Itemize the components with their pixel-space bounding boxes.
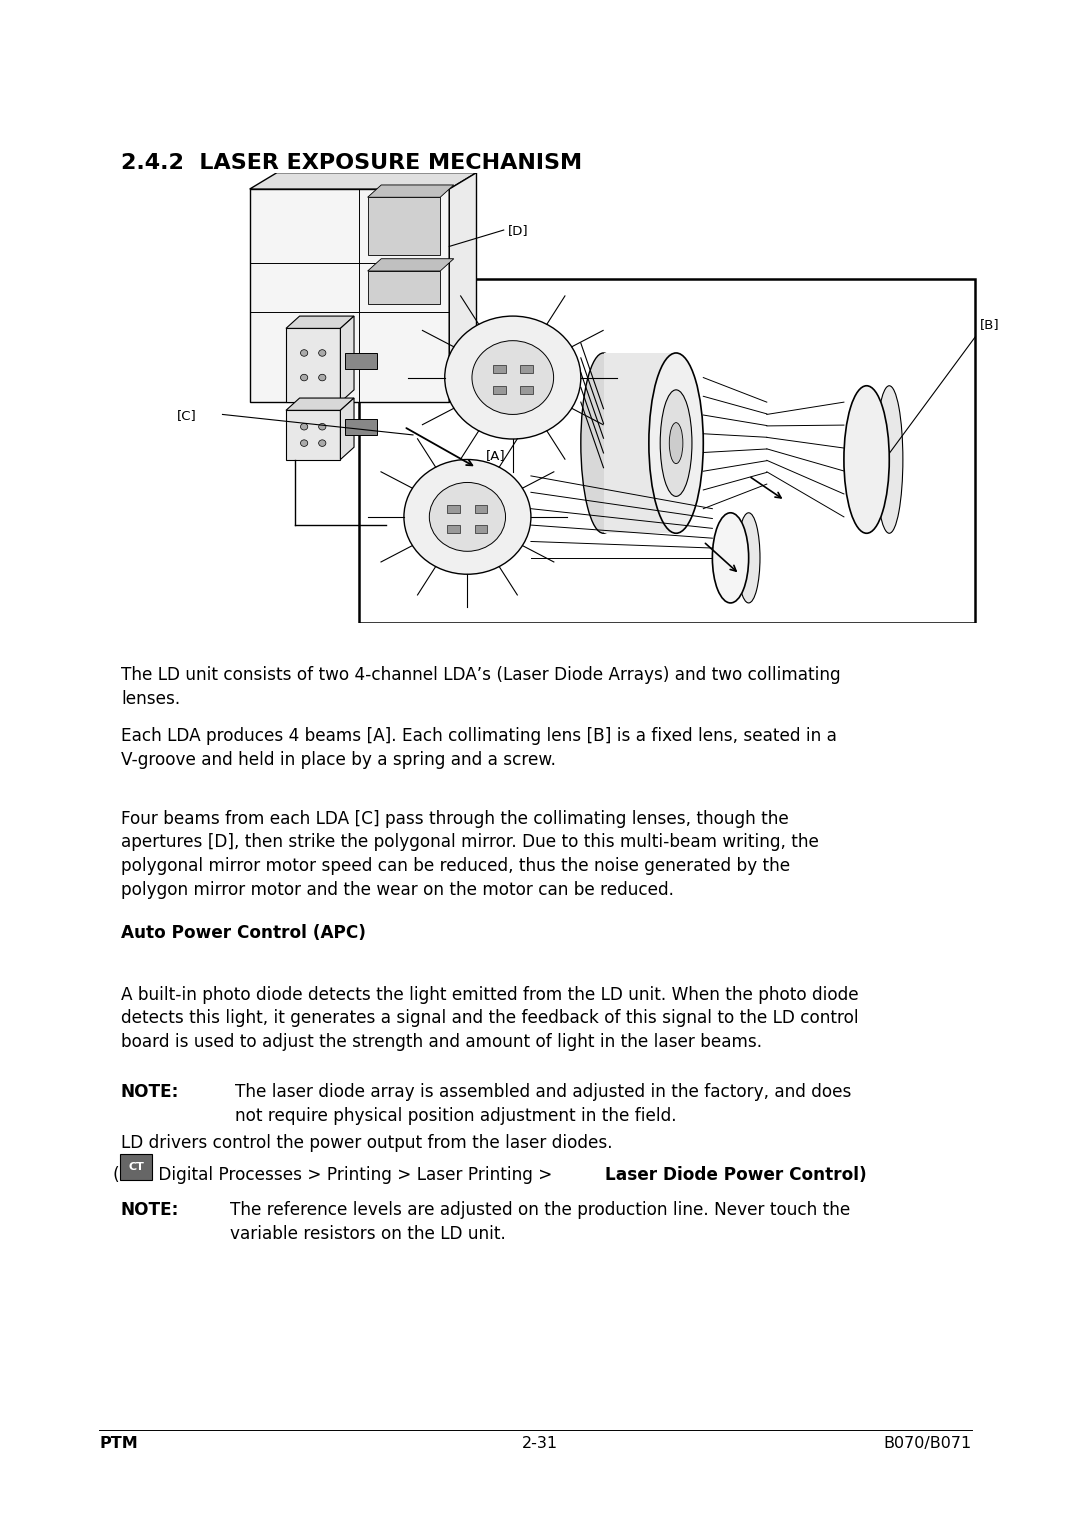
Polygon shape [604,353,676,533]
Polygon shape [367,197,441,255]
Text: Four beams from each LDA [C] pass through the collimating lenses, though the
ape: Four beams from each LDA [C] pass throug… [121,810,819,898]
Bar [492,385,505,394]
Polygon shape [449,173,476,402]
Ellipse shape [876,385,903,533]
Text: The laser diode array is assembled and adjusted in the factory, and does
not req: The laser diode array is assembled and a… [235,1083,852,1125]
Text: B070/B071: B070/B071 [883,1436,972,1452]
Circle shape [319,350,326,356]
Ellipse shape [843,385,889,533]
Polygon shape [340,316,354,402]
Text: 2-31: 2-31 [522,1436,558,1452]
Circle shape [319,440,326,446]
Circle shape [472,341,554,414]
Text: The LD unit consists of two 4-channel LDA’s (Laser Diode Arrays) and two collima: The LD unit consists of two 4-channel LD… [121,666,840,707]
Text: Laser Diode Power Control): Laser Diode Power Control) [605,1166,866,1184]
Polygon shape [345,353,377,370]
Circle shape [300,350,308,356]
Polygon shape [345,419,377,435]
Circle shape [300,374,308,380]
Polygon shape [367,258,454,270]
Text: [A]: [A] [486,449,505,463]
Circle shape [319,374,326,380]
Polygon shape [286,329,340,402]
Circle shape [300,440,308,446]
Text: Digital Processes > Printing > Laser Printing >: Digital Processes > Printing > Laser Pri… [153,1166,558,1184]
Bar [475,526,487,533]
Circle shape [300,423,308,429]
Text: 2.4.2  LASER EXPOSURE MECHANISM: 2.4.2 LASER EXPOSURE MECHANISM [121,153,582,173]
Polygon shape [367,270,441,304]
Text: A built-in photo diode detects the light emitted from the LD unit. When the phot: A built-in photo diode detects the light… [121,986,859,1051]
Polygon shape [286,316,354,329]
Text: CT: CT [129,1161,144,1172]
Ellipse shape [660,390,692,497]
Text: NOTE:: NOTE: [121,1083,179,1102]
Text: NOTE:: NOTE: [121,1201,179,1219]
Polygon shape [286,411,340,460]
Text: (: ( [112,1166,119,1184]
Bar [447,504,460,513]
Bar [475,504,487,513]
Bar [359,280,975,623]
Polygon shape [249,189,449,402]
Polygon shape [286,399,354,411]
Bar [447,526,460,533]
Polygon shape [367,185,454,197]
Ellipse shape [581,353,626,533]
Bar [492,365,505,373]
Polygon shape [340,399,354,460]
Text: [B]: [B] [980,318,1000,332]
Circle shape [319,423,326,429]
Ellipse shape [713,513,748,604]
Text: [D]: [D] [509,225,529,237]
FancyBboxPatch shape [120,1154,152,1180]
Ellipse shape [738,513,760,604]
Text: The reference levels are adjusted on the production line. Never touch the
variab: The reference levels are adjusted on the… [230,1201,850,1242]
Circle shape [430,483,505,552]
Polygon shape [249,173,476,189]
Text: [C]: [C] [177,408,197,422]
Text: Auto Power Control (APC): Auto Power Control (APC) [121,924,366,943]
Text: Each LDA produces 4 beams [A]. Each collimating lens [B] is a fixed lens, seated: Each LDA produces 4 beams [A]. Each coll… [121,727,837,769]
Circle shape [404,460,531,575]
Circle shape [445,316,581,439]
Bar [521,365,532,373]
Ellipse shape [649,353,703,533]
Text: LD drivers control the power output from the laser diodes.: LD drivers control the power output from… [121,1134,612,1152]
Bar [521,385,532,394]
Text: PTM: PTM [99,1436,138,1452]
Ellipse shape [670,423,683,463]
